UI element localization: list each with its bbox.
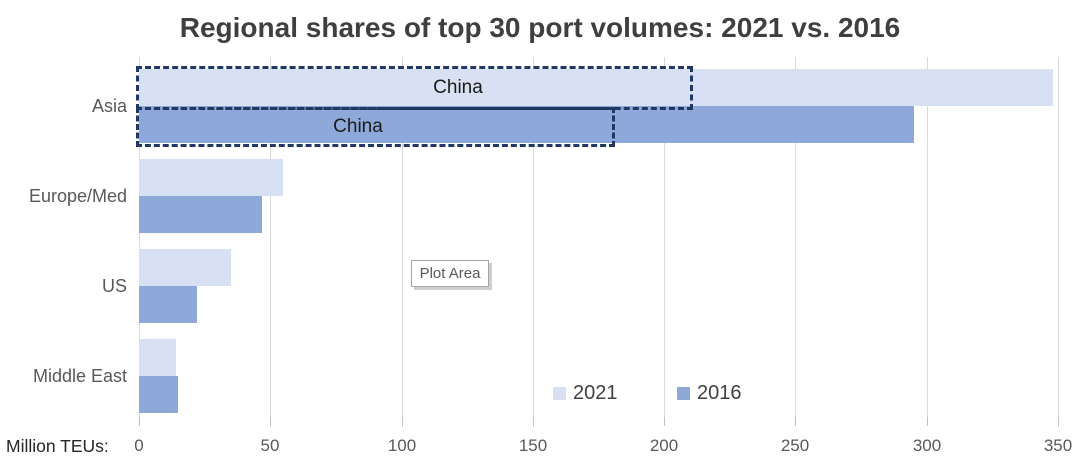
gridline-350 — [1058, 57, 1059, 417]
annotation-label-2016: China — [333, 116, 383, 137]
gridline-50 — [270, 57, 271, 417]
axis-tick-300 — [927, 417, 928, 426]
axis-tick-200 — [664, 417, 665, 426]
annotation-box-2021[interactable] — [136, 66, 693, 110]
legend-item-2016[interactable]: 2016 — [677, 382, 742, 405]
axis-unit-label: Million TEUs: — [6, 436, 109, 456]
bar-2016-europe-med[interactable] — [139, 196, 262, 233]
gridline-150 — [533, 57, 534, 417]
gridline-200 — [664, 57, 665, 417]
axis-tick-350 — [1058, 417, 1059, 426]
plot-area-tooltip-text: Plot Area — [419, 265, 481, 282]
axis-tick-250 — [795, 417, 796, 426]
bar-2021-middle-east[interactable] — [139, 339, 176, 376]
tick-label-100: 100 — [387, 436, 417, 455]
tick-label-350: 350 — [1043, 436, 1073, 455]
bar-2016-asia[interactable] — [139, 106, 914, 143]
gridline-250 — [795, 57, 796, 417]
category-label-us: US — [101, 276, 127, 296]
axis-tick-0 — [139, 417, 140, 426]
tick-label-50: 50 — [260, 436, 280, 455]
legend-swatch-2016 — [677, 387, 690, 400]
category-label-asia: Asia — [91, 96, 127, 116]
annotation-label-2021: China — [433, 77, 483, 98]
legend-swatch-2021 — [553, 387, 566, 400]
axis-tick-100 — [402, 417, 403, 426]
plot-area-tooltip: Plot Area — [411, 260, 489, 287]
legend-label-2016: 2016 — [697, 382, 742, 404]
bar-2016-middle-east[interactable] — [139, 376, 178, 413]
legend-label-2021: 2021 — [573, 382, 618, 404]
category-label-europe-med: Europe/Med — [28, 186, 127, 206]
bar-2021-us[interactable] — [139, 249, 231, 286]
tick-label-200: 200 — [649, 436, 679, 455]
axis-tick-50 — [270, 417, 271, 426]
bar-2021-asia[interactable] — [139, 69, 1053, 106]
category-label-middle-east: Middle East — [32, 366, 127, 386]
chart-title[interactable]: Regional shares of top 30 port volumes: … — [179, 12, 901, 43]
annotation-box-2016[interactable] — [136, 107, 615, 147]
bar-2021-europe-med[interactable] — [139, 159, 283, 196]
axis-tick-150 — [533, 417, 534, 426]
legend-item-2021[interactable]: 2021 — [553, 382, 618, 405]
tick-label-300: 300 — [912, 436, 942, 455]
gridline-300 — [927, 57, 928, 417]
tick-label-250: 250 — [780, 436, 810, 455]
gridline-0 — [139, 57, 140, 417]
bar-2016-us[interactable] — [139, 286, 197, 323]
tick-label-0: 0 — [134, 436, 144, 455]
gridline-100 — [402, 57, 403, 417]
tick-label-150: 150 — [518, 436, 548, 455]
